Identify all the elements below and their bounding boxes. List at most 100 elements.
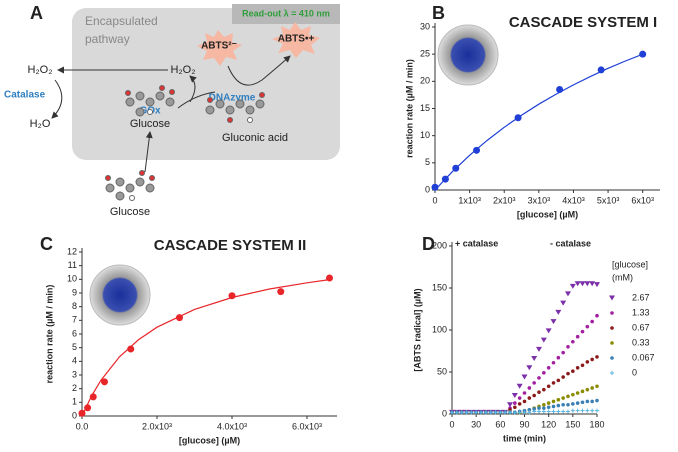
y-tick-label: 5 xyxy=(425,157,430,167)
data-point xyxy=(609,295,615,301)
y-tick-label: 1 xyxy=(72,397,77,407)
data-point xyxy=(474,410,479,415)
data-point xyxy=(441,175,449,183)
data-point xyxy=(575,366,580,370)
data-point xyxy=(551,399,556,404)
pathway-box xyxy=(72,8,340,160)
y-tick-label: 9 xyxy=(72,287,77,297)
data-point xyxy=(542,406,546,410)
data-point xyxy=(127,345,135,353)
data-point xyxy=(540,337,547,343)
x-tick-label: 6.0x10³ xyxy=(292,421,322,431)
x-tick-label: 120 xyxy=(541,419,556,429)
data-point xyxy=(507,402,513,408)
data-point xyxy=(84,404,92,412)
data-point xyxy=(610,356,614,360)
dnazyme: DNAzyme xyxy=(209,93,256,104)
data-point xyxy=(542,371,546,375)
data-point xyxy=(580,400,585,405)
data-point xyxy=(575,408,580,413)
x-tick-label: 4.0x10³ xyxy=(217,421,247,431)
data-point xyxy=(556,85,564,93)
x-tick-label: 0.0 xyxy=(76,421,89,431)
data-point xyxy=(513,405,517,410)
water: H₂O xyxy=(30,118,51,130)
y-tick-label: 10 xyxy=(420,130,430,140)
data-point xyxy=(561,375,565,379)
data-point xyxy=(546,384,551,389)
data-point xyxy=(566,371,570,376)
data-point xyxy=(532,407,536,411)
data-point xyxy=(522,399,527,404)
data-point xyxy=(464,410,469,415)
data-point xyxy=(452,164,460,172)
data-point xyxy=(595,408,599,413)
x-tick-label: 90 xyxy=(519,419,529,429)
y-tick-label: 12 xyxy=(67,246,77,256)
data-point xyxy=(532,409,537,414)
nanoparticle xyxy=(437,24,499,86)
data-point xyxy=(545,328,552,334)
data-point xyxy=(546,401,551,405)
y-axis-label: [ABTS radical] (µM) xyxy=(412,288,422,371)
y-tick-label: 30 xyxy=(420,21,430,31)
data-point xyxy=(514,114,522,122)
y-tick-label: 3 xyxy=(72,369,77,379)
data-point xyxy=(597,66,605,74)
y-tick-label: 2 xyxy=(72,383,77,393)
data-point xyxy=(526,365,533,371)
data-point xyxy=(556,403,561,408)
data-point xyxy=(483,410,488,415)
data-point xyxy=(556,378,561,383)
arrow xyxy=(227,55,291,86)
data-point xyxy=(522,410,527,415)
data-point xyxy=(78,409,86,417)
data-point xyxy=(575,401,580,405)
fit-curve xyxy=(434,53,643,191)
x-tick-label: 6x10³ xyxy=(631,195,654,205)
x-tick-label: 4x10³ xyxy=(562,195,585,205)
data-point xyxy=(580,408,585,413)
data-point xyxy=(531,356,538,362)
data-point xyxy=(594,282,600,288)
data-point xyxy=(542,402,546,407)
data-point xyxy=(610,341,614,345)
y-tick-label: 25 xyxy=(420,49,430,59)
x-tick-label: 180 xyxy=(589,419,604,429)
data-point xyxy=(473,146,481,154)
data-point xyxy=(555,309,562,315)
data-point xyxy=(522,391,527,395)
data-point xyxy=(561,402,565,407)
data-point xyxy=(639,50,647,58)
panel-letter: A xyxy=(30,3,43,23)
data-point xyxy=(546,405,551,410)
data-point xyxy=(541,409,546,414)
y-axis-label: reaction rate (µM / min) xyxy=(44,285,54,384)
catalase: Catalase xyxy=(4,90,46,101)
h2o2: H₂O₂ xyxy=(170,64,195,76)
data-point xyxy=(570,408,575,413)
data-point xyxy=(556,397,561,402)
data-point xyxy=(521,374,528,380)
data-point xyxy=(542,387,546,392)
data-point xyxy=(228,292,236,300)
x-tick-label: 30 xyxy=(471,419,481,429)
arrow xyxy=(144,131,153,173)
data-point xyxy=(532,381,536,385)
data-point xyxy=(560,300,567,306)
data-point xyxy=(493,410,498,415)
x-tick-label: 5x10³ xyxy=(597,195,620,205)
data-point xyxy=(454,410,459,415)
data-point xyxy=(277,288,285,296)
box-title: pathway xyxy=(85,32,130,46)
data-point xyxy=(566,409,570,414)
data-point xyxy=(561,396,565,400)
y-tick-label: 4 xyxy=(72,356,77,366)
data-point xyxy=(571,339,575,344)
data-point xyxy=(590,399,594,404)
data-point xyxy=(585,408,590,413)
data-point xyxy=(579,281,586,287)
data-point xyxy=(469,410,474,415)
